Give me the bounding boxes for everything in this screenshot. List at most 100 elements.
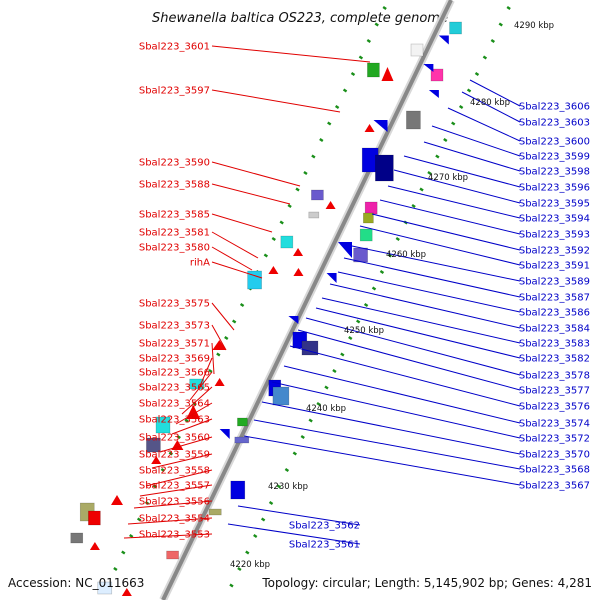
gene-label-reverse: Sbal223_3603	[519, 118, 590, 129]
leader-line	[227, 523, 361, 545]
tick-mark	[324, 385, 329, 390]
gene-feature	[166, 550, 179, 560]
accession-text: Accession: NC_011663	[8, 576, 144, 590]
gene-label-reverse: Sbal223_3592	[519, 246, 590, 257]
leader-line	[151, 453, 213, 469]
tick-mark	[358, 55, 364, 60]
tick-mark	[316, 402, 321, 406]
gene-feature	[423, 64, 434, 72]
gene-feature	[353, 247, 368, 263]
tick-mark	[239, 303, 245, 307]
tick-mark	[427, 171, 432, 175]
tick-mark	[506, 6, 511, 10]
kbp-label: 4230 kbp	[268, 482, 308, 492]
leader-line	[403, 155, 521, 188]
tick-mark	[121, 550, 126, 555]
gene-label-reverse: Sbal223_3561	[289, 540, 360, 551]
tick-mark	[292, 451, 297, 456]
gene-label-reverse: Sbal223_3600	[519, 137, 590, 148]
tick-mark	[490, 39, 495, 43]
kbp-label: 4290 kbp	[514, 21, 554, 31]
gene-label-forward: Sbal223_3560	[139, 433, 210, 444]
leader-line	[133, 500, 213, 509]
leader-line	[127, 517, 213, 525]
tick-mark	[263, 253, 269, 258]
gene-label-forward: Sbal223_3573	[139, 321, 210, 332]
gene-label-forward: Sbal223_3553	[139, 530, 210, 541]
leader-line	[123, 533, 213, 539]
tick-mark	[327, 121, 332, 126]
gene-feature	[214, 378, 225, 386]
tick-mark	[342, 88, 348, 93]
tick-mark	[208, 369, 213, 373]
leader-line	[431, 125, 521, 157]
leader-line	[211, 89, 341, 113]
leader-line	[237, 505, 361, 526]
gene-feature	[293, 248, 304, 256]
leader-line	[271, 381, 521, 439]
tick-mark	[268, 501, 274, 505]
kbp-label: 4260 kbp	[386, 250, 426, 260]
gene-feature	[301, 340, 319, 356]
gene-label-reverse: Sbal223_3582	[519, 354, 590, 365]
gene-feature	[89, 542, 100, 550]
gene-feature	[311, 189, 324, 201]
gene-label-reverse: Sbal223_3598	[519, 167, 590, 178]
leader-line	[211, 45, 371, 63]
gene-label-reverse: Sbal223_3572	[519, 434, 590, 445]
gene-feature	[438, 35, 449, 45]
leader-line	[305, 317, 521, 376]
gene-feature	[121, 588, 132, 596]
kbp-label: 4250 kbp	[344, 326, 384, 336]
gene-label-reverse: Sbal223_3586	[519, 308, 590, 319]
leader-line	[379, 199, 521, 235]
gene-label-forward: Sbal223_3557	[139, 481, 210, 492]
tick-mark	[287, 204, 292, 208]
tick-mark	[371, 286, 377, 291]
gene-feature	[280, 235, 294, 249]
gene-labels: Sbal223_3601 Sbal223_3597 Sbal223_3590 Sbal…	[139, 42, 590, 551]
tick-mark	[144, 501, 150, 505]
gene-label-forward: Sbal223_3558	[139, 466, 210, 477]
gene-feature	[325, 201, 336, 209]
gene-label-forward: Sbal223_3590	[139, 158, 210, 169]
gene-label-reverse: Sbal223_3596	[519, 183, 590, 194]
tick-mark	[419, 187, 424, 192]
gene-feature	[208, 508, 222, 516]
leader-line	[343, 257, 521, 298]
leader-line	[139, 484, 213, 497]
kbp-label: 4270 kbp	[428, 173, 468, 183]
gene-feature	[381, 67, 394, 81]
tick-mark	[451, 121, 456, 126]
kbp-labels: 4290 kbp 4280 kbp 4270 kbp 4260 kbp 4250 kbp…	[230, 21, 554, 570]
gene-feature	[308, 211, 320, 219]
leader-line	[211, 183, 291, 205]
gene-feature	[88, 510, 101, 526]
gene-label-forward: Sbal223_3571	[139, 339, 210, 350]
leader-line	[211, 261, 263, 279]
tick-mark	[334, 105, 340, 109]
gene-label-reverse: Sbal223_3570	[519, 450, 590, 461]
leader-line	[387, 185, 521, 219]
leader-line	[337, 271, 521, 313]
gene-label-forward: Sbal223_3559	[139, 450, 210, 461]
leader-line	[211, 231, 259, 259]
gene-feature	[326, 273, 337, 283]
tick-mark	[443, 138, 448, 142]
leader-line	[423, 141, 521, 172]
tick-mark	[160, 468, 166, 472]
gene-feature	[189, 378, 204, 390]
leader-line	[351, 245, 521, 282]
gene-feature	[219, 429, 230, 439]
leader-line	[211, 342, 215, 375]
gene-feature	[111, 495, 123, 505]
tick-mark	[232, 319, 237, 324]
tick-mark	[152, 484, 158, 489]
gene-feature	[367, 62, 380, 78]
leader-line	[253, 419, 521, 470]
kbp-label: 4280 kbp	[470, 98, 510, 108]
tick-mark	[482, 55, 488, 60]
gene-feature	[449, 21, 462, 35]
label-leaders	[123, 45, 521, 545]
